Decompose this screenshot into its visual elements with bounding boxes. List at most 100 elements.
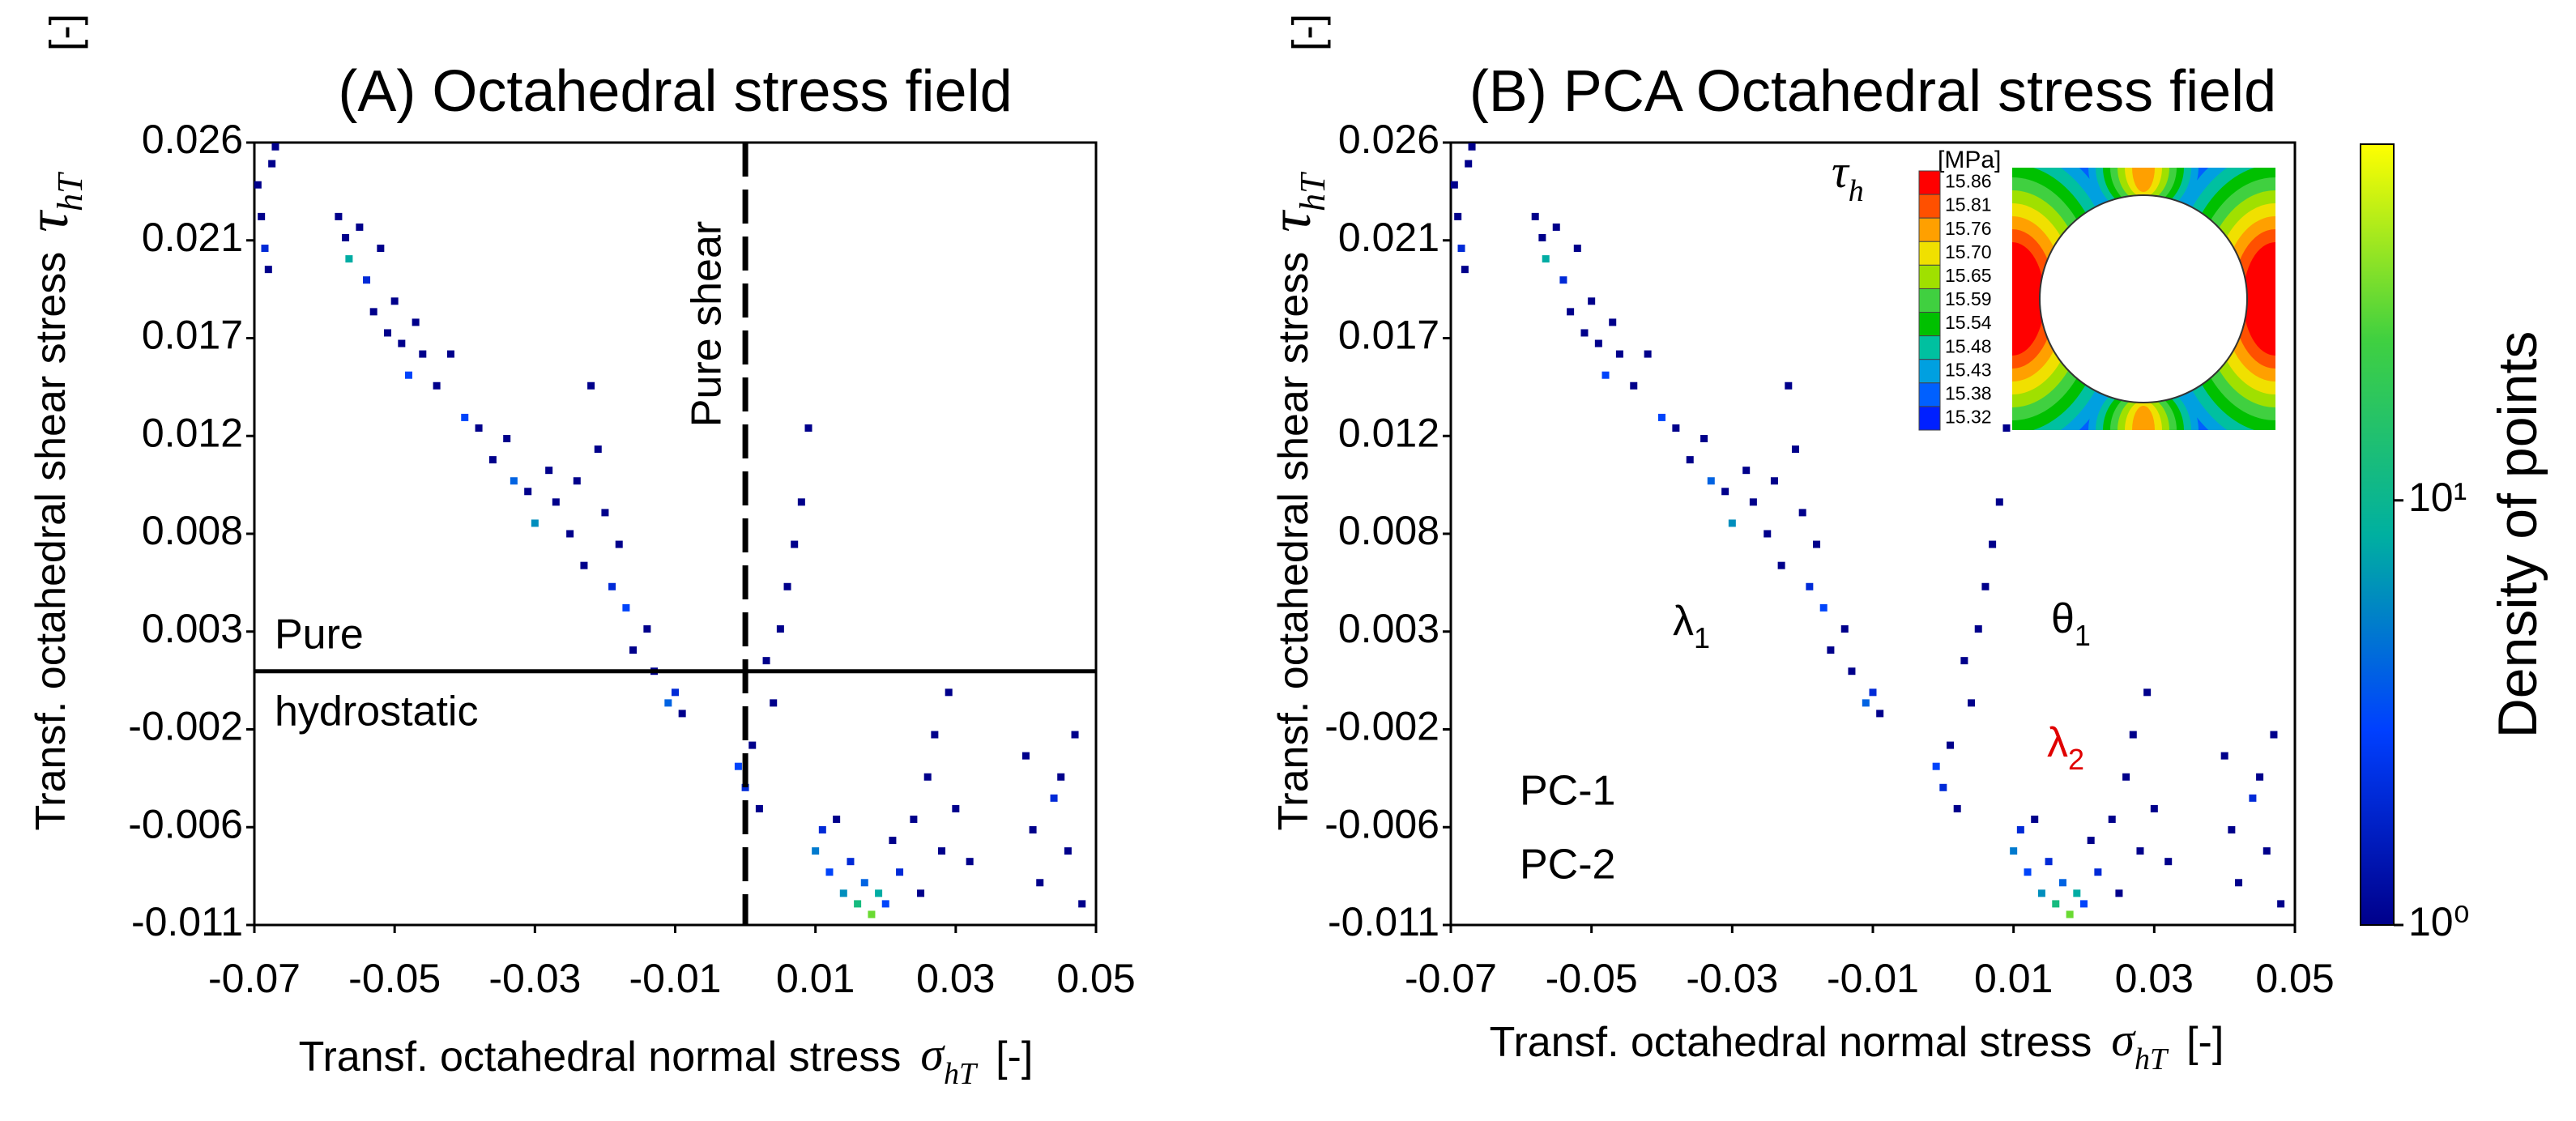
density-cell — [2087, 837, 2095, 845]
x-tick-label: -0.07 — [208, 956, 301, 1001]
density-cell — [1777, 561, 1785, 569]
density-cell — [833, 815, 841, 823]
inset-level-label: 15.43 — [1945, 359, 1992, 380]
density-cell — [812, 847, 820, 855]
density-cell — [446, 350, 454, 358]
inset-swatch — [1918, 288, 1941, 313]
density-cell — [860, 879, 868, 887]
x-tick-label: -0.07 — [1405, 956, 1497, 1001]
density-cell — [2143, 688, 2152, 697]
colorbar-tick-label: 10⁰ — [2408, 899, 2470, 944]
density-cell — [1707, 477, 1715, 485]
density-cell — [2129, 731, 2137, 739]
density-cell — [2150, 804, 2158, 812]
inset-unit: [MPa] — [1938, 147, 2001, 173]
density-cell — [524, 488, 532, 496]
x-unit: [-] — [2186, 1019, 2224, 1066]
density-cell — [573, 477, 581, 485]
y-axis-label: Transf. octahedral shear stress τhT — [1258, 171, 1333, 831]
hydrostatic-label: hydrostatic — [275, 688, 478, 735]
density-cell — [1721, 488, 1729, 496]
density-cell — [2108, 815, 2116, 823]
inset-swatch — [1918, 359, 1941, 384]
y-unit: [-] — [1285, 14, 1332, 51]
density-cell — [783, 582, 791, 590]
x-tick-label: 0.05 — [2255, 956, 2334, 1001]
density-cell — [1658, 413, 1665, 421]
colorbar-tick-label: 10¹ — [2408, 475, 2467, 520]
density-cell — [1960, 657, 1968, 665]
density-cell — [377, 245, 385, 253]
x-tick-label: 0.01 — [776, 956, 855, 1001]
density-cell — [552, 498, 560, 506]
inset-swatch — [1918, 406, 1941, 431]
y-tick-label: 0.003 — [142, 606, 243, 651]
density-cell — [1630, 381, 1638, 390]
colorbar — [2360, 143, 2395, 926]
lambda2-label: λ2 — [2047, 719, 2084, 776]
density-cell — [762, 657, 770, 665]
inset-symbol-sub: h — [1849, 174, 1864, 208]
pure-label: Pure — [275, 612, 364, 659]
chart-title: (B) PCA Octahedral stress field — [1469, 59, 2276, 124]
theta-symbol: θ — [2051, 595, 2075, 642]
density-cell — [1567, 308, 1575, 316]
density-cell — [2249, 794, 2257, 802]
density-cell — [2031, 815, 2039, 823]
density-cell — [258, 212, 266, 220]
density-cell — [1454, 212, 1462, 220]
density-cell — [2045, 858, 2053, 866]
y-tick-label: 0.003 — [1338, 606, 1439, 651]
density-cell — [1644, 350, 1652, 358]
density-cell — [264, 266, 272, 274]
density-cell — [622, 603, 630, 612]
density-cell — [1813, 540, 1821, 548]
density-cell — [1078, 900, 1086, 908]
density-cell — [896, 868, 904, 876]
inset-symbol-main: τ — [1832, 145, 1850, 198]
density-cell — [1457, 245, 1465, 253]
density-cell — [503, 435, 511, 443]
density-cell — [369, 308, 377, 316]
inset-swatch — [1918, 382, 1941, 407]
y-tick-label: 0.021 — [142, 215, 243, 260]
density-cell — [2066, 910, 2074, 919]
density-cell — [952, 804, 960, 812]
density-cell — [1939, 783, 1947, 791]
density-cell — [868, 910, 876, 919]
density-cell — [384, 329, 392, 337]
inset-contour — [2012, 168, 2275, 430]
density-cell — [804, 424, 812, 432]
density-cell — [1465, 160, 1473, 168]
density-cell — [847, 858, 855, 866]
density-cell — [268, 160, 276, 168]
density-cell — [1552, 223, 1560, 231]
density-cell — [510, 477, 518, 485]
y-axis-label: Transf. octahedral shear stress τhT — [15, 171, 90, 831]
inset-swatch — [1918, 241, 1941, 266]
inset-swatch — [1918, 312, 1941, 337]
x-tick-label: -0.01 — [1827, 956, 1919, 1001]
y-tick-label: -0.011 — [131, 899, 243, 944]
density-cell — [1728, 519, 1736, 527]
pc2-label: PC-2 — [1520, 842, 1615, 889]
density-cell — [2037, 889, 2045, 897]
y-symbol: τ — [1258, 210, 1323, 232]
density-cell — [2094, 868, 2102, 876]
lambda-sub: 1 — [1694, 621, 1710, 654]
y-symbol-sub: hT — [1293, 171, 1333, 211]
inset-level-label: 15.76 — [1945, 218, 1992, 239]
density-cell — [678, 710, 686, 718]
inset-level-label: 15.38 — [1945, 382, 1992, 403]
density-cell — [1461, 266, 1469, 274]
density-cell — [1806, 582, 1814, 590]
x-unit: [-] — [996, 1034, 1033, 1081]
x-axis-label: Transf. octahedral normal stress σhT [-] — [1490, 1013, 2224, 1076]
density-cell — [488, 456, 497, 464]
density-cell — [261, 245, 269, 253]
density-cell — [2002, 424, 2011, 432]
density-cell — [1468, 143, 1476, 151]
inset-swatch — [1918, 335, 1941, 360]
density-cell — [1036, 879, 1044, 887]
